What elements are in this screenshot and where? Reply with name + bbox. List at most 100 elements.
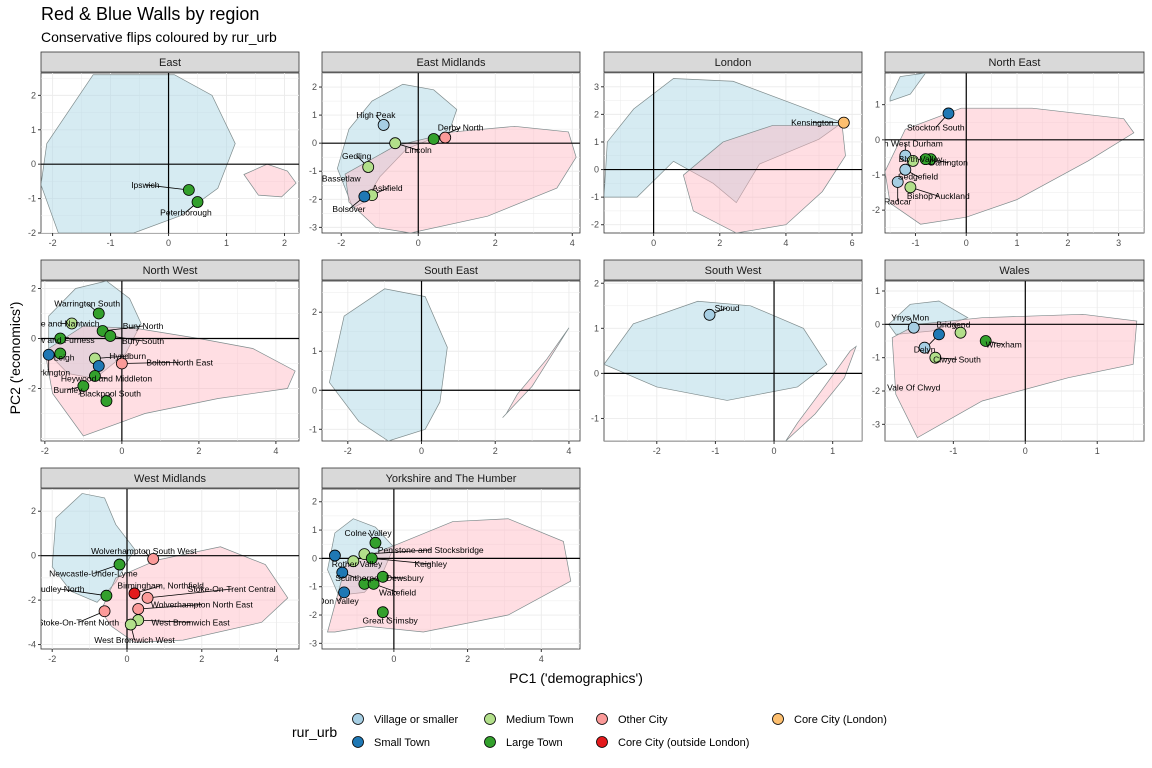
y-tick-label: -3 — [872, 419, 880, 429]
data-point — [703, 308, 716, 321]
legend-label: Large Town — [506, 737, 563, 749]
facet-strip — [884, 51, 1145, 73]
y-tick-label: 0 — [875, 135, 880, 145]
x-tick-label: 0 — [1023, 446, 1028, 456]
data-point — [837, 116, 850, 129]
label-connector — [145, 184, 189, 191]
x-tick-label: -2 — [653, 446, 661, 456]
data-point — [124, 618, 137, 631]
point-label: Newcastle-Under-Lyme — [49, 568, 138, 578]
point-label: Bury South — [122, 336, 164, 346]
y-tick-label: 0 — [31, 159, 36, 169]
point-label: Wrexham — [986, 339, 1022, 349]
x-tick-label: -1 — [911, 238, 919, 248]
hull-blue-wall — [328, 288, 448, 441]
facet-label: South West — [705, 265, 762, 277]
x-tick-label: 4 — [783, 238, 788, 248]
legend-label: Village or smaller — [374, 714, 459, 726]
y-tick-label: -2 — [309, 610, 317, 620]
y-tick-label: 2 — [312, 82, 317, 92]
point-label: Sedgefield — [898, 172, 938, 182]
point-label: Great Grimsby — [363, 616, 419, 626]
data-point — [427, 133, 440, 145]
facet-label: East — [159, 57, 181, 69]
data-point — [191, 196, 204, 208]
y-tick-label: 1 — [875, 286, 880, 296]
facet-panel: West Midlands Wolverhampton South West New… — [28, 467, 300, 664]
point-label: Bishop Auckland — [907, 191, 970, 201]
x-tick-label: 2 — [465, 654, 470, 664]
legend-key — [772, 713, 784, 725]
data-point — [899, 163, 912, 176]
data-point — [942, 107, 955, 120]
y-tick-label: 1 — [31, 125, 36, 135]
x-tick-label: -2 — [49, 238, 57, 248]
point-label: Stroud — [715, 303, 740, 313]
data-point — [147, 553, 160, 565]
facet-strip — [40, 259, 300, 281]
data-point — [338, 586, 351, 599]
facet-strip — [321, 467, 581, 489]
point-label: Scunthorpe — [335, 573, 379, 583]
x-tick-label: 0 — [651, 238, 656, 248]
y-tick-label: -3 — [309, 222, 317, 232]
y-tick-label: -1 — [872, 170, 880, 180]
facet-panel: Wales Ynys Mon Delyn Bridgend Wrexham Clwyd S… — [872, 259, 1145, 456]
facet-strip — [321, 51, 581, 73]
label-connector — [59, 588, 107, 597]
y-tick-label: 1 — [312, 110, 317, 120]
data-point — [907, 321, 920, 334]
x-tick-label: -1 — [107, 238, 115, 248]
facet-panel: Yorkshire and The Humber Colne Valley Peni… — [309, 467, 581, 664]
legend-key — [484, 713, 496, 725]
point-label: Kensington — [791, 118, 834, 128]
point-label: Heywood and Middleton — [61, 374, 152, 384]
facet-label: West Midlands — [134, 473, 206, 485]
point-label: Dudley North — [35, 584, 85, 594]
facet-label: South East — [424, 265, 478, 277]
point-label: Peterborough — [160, 207, 212, 217]
x-tick-label: 1 — [1095, 446, 1100, 456]
x-tick-label: 2 — [282, 238, 287, 248]
x-axis-title: PC1 ('demographics') — [509, 670, 643, 686]
data-point — [104, 330, 117, 342]
x-tick-label: 0 — [124, 654, 129, 664]
point-label: Stoke-On-Trent Central — [188, 584, 276, 594]
point-label: Stoke-On-Trent North — [38, 617, 120, 627]
point-label: Workington — [27, 367, 70, 377]
data-point — [132, 603, 145, 615]
point-label: Birmingham, Northfield — [117, 581, 204, 591]
legend-label: Medium Town — [506, 714, 574, 726]
x-tick-label: 0 — [772, 446, 777, 456]
legend: rur_urb Village or smaller Small Town Mediu… — [292, 713, 887, 749]
data-point — [954, 326, 967, 339]
point-label: Bury North — [123, 321, 164, 331]
data-point — [328, 549, 341, 562]
data-point — [362, 161, 375, 173]
legend-key — [596, 713, 608, 725]
data-point — [54, 347, 67, 360]
hull-red-wall — [891, 313, 1138, 439]
data-point — [439, 131, 452, 144]
facet-label: Wales — [999, 265, 1030, 277]
data-point — [367, 577, 380, 590]
chart-title: Red & Blue Walls by region — [41, 4, 260, 24]
data-point — [365, 552, 378, 565]
facet-strip — [603, 51, 863, 73]
y-tick-label: -1 — [591, 413, 599, 423]
data-point — [376, 570, 389, 583]
facet-panel: North East Stockton South North West Durha… — [872, 51, 1145, 248]
y-tick-label: 1 — [312, 525, 317, 535]
y-tick-label: 0 — [312, 553, 317, 563]
y-tick-label: -1 — [591, 192, 599, 202]
point-label: Hyndburn — [109, 351, 146, 361]
facet-panel: North West Warrington South Crewe and Nant… — [27, 259, 300, 456]
x-tick-label: -1 — [949, 446, 957, 456]
x-tick-label: 4 — [274, 654, 279, 664]
legend-key — [352, 736, 364, 748]
point-label: Bolsover — [332, 204, 365, 214]
point-label: Burnley — [54, 385, 84, 395]
data-point — [77, 380, 90, 392]
y-tick-label: 1 — [594, 323, 599, 333]
